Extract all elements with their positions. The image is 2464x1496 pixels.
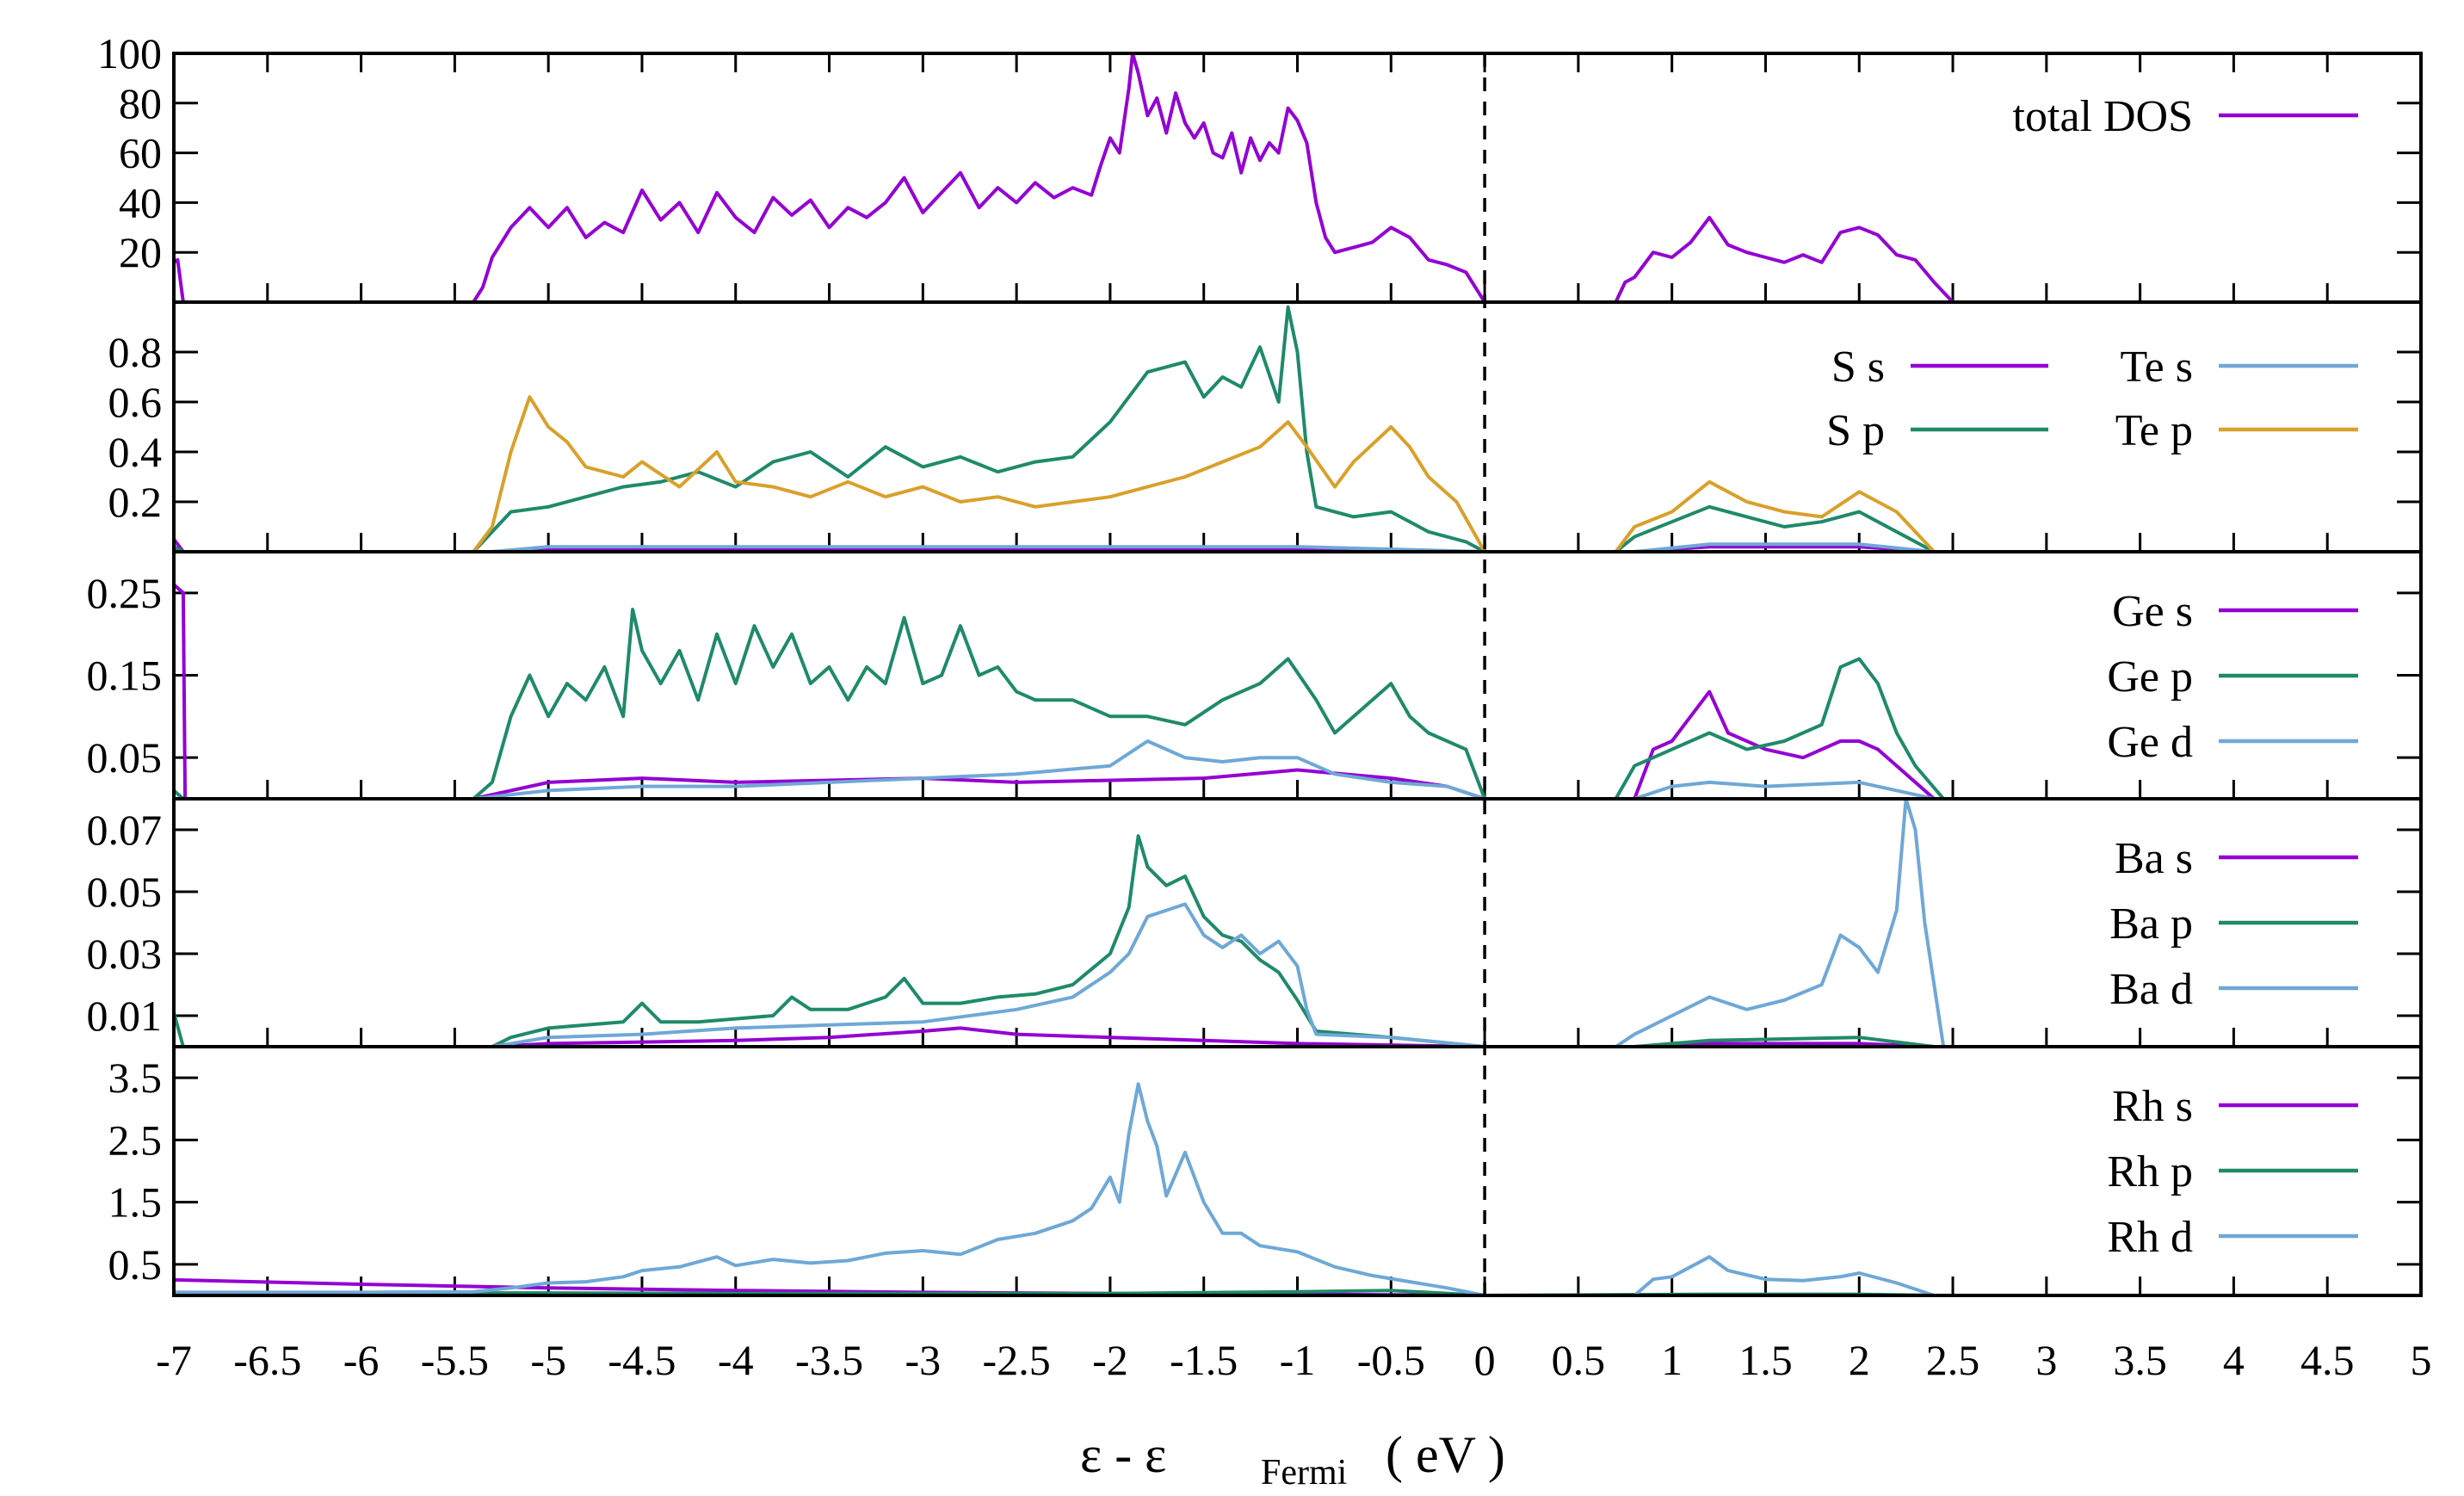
x-tick-label: -6 (343, 1336, 380, 1384)
y-tick-label: 0.05 (87, 733, 163, 782)
series-te-s (174, 542, 1935, 552)
y-tick-label: 0.5 (108, 1240, 163, 1289)
x-tick-label: -0.5 (1357, 1336, 1425, 1384)
legend: Rh s Rh p Rh d (2107, 1082, 2358, 1262)
y-tick-label: 0.2 (108, 478, 163, 526)
y-tick-label: 0.03 (87, 930, 163, 978)
panel-frame (172, 797, 2423, 1048)
x-axis-label-main: ε - ε (1080, 1426, 1166, 1483)
y-tick-label: 0.25 (87, 569, 163, 617)
panel-frame (172, 1045, 2423, 1297)
y-tick-label: 0.8 (108, 328, 163, 376)
legend-label: Te s (2121, 343, 2193, 392)
y-tick-label: 0.01 (87, 992, 163, 1040)
series-ba-d (174, 799, 1946, 1047)
legend-label: Ge d (2107, 718, 2193, 767)
x-tick-label: -1.5 (1170, 1336, 1238, 1384)
panel-5: 0.5 1.5 2.5 3.5 Rh s Rh p Rh d (108, 1045, 2423, 1297)
panel-4: 0.01 0.03 0.05 0.07 Ba s Ba p Ba d (87, 797, 2423, 1048)
x-tick-label: -1 (1280, 1336, 1316, 1384)
series-te-p (174, 395, 1936, 552)
y-tick-label: 100 (97, 29, 162, 77)
legend-label: Ge s (2112, 587, 2193, 636)
x-tick-label: 3 (2035, 1336, 2057, 1384)
series-ge-d (174, 739, 1935, 799)
legend-label: Ge p (2107, 652, 2193, 702)
series-rh-d (174, 1082, 1935, 1295)
x-tick-label: -4 (718, 1336, 754, 1384)
y-tick-label: 0.6 (108, 378, 163, 426)
x-tick-label: -3 (905, 1336, 942, 1384)
x-tick-label: -5.5 (421, 1336, 489, 1384)
y-tick-label: 3.5 (108, 1054, 163, 1102)
panel-2: 0.20.40.60.8 S s S p Te s Te p (108, 300, 2423, 553)
y-tick-label: 40 (119, 178, 162, 226)
x-tick-label: 1.5 (1738, 1336, 1793, 1384)
legend-label: Ba s (2115, 834, 2193, 883)
y-tick-label: 0.4 (108, 428, 163, 476)
panel-3: 0.05 0.15 0.25 Ge s Ge p Ge d (87, 550, 2423, 801)
y-tick-label: 60 (119, 129, 162, 177)
x-axis-ticks: -7 -6.5 -6 -5.5 -5 -4.5 -4 -3.5 -3 -2.5 -2 -1.5 -1 -0… (156, 1336, 2431, 1384)
legend-label: S s (1831, 343, 1885, 392)
legend-label: Rh s (2112, 1082, 2193, 1131)
series-ba-p (174, 834, 1935, 1047)
legend-label: Te p (2115, 406, 2193, 455)
series-ge-p (174, 608, 1945, 799)
legend-label: Rh p (2107, 1147, 2193, 1196)
y-tick-label: 1.5 (108, 1178, 163, 1227)
x-tick-label: -2 (1092, 1336, 1128, 1384)
panel-frame (172, 300, 2423, 553)
panel-frame (172, 52, 2423, 304)
series-ge-s (174, 583, 1936, 799)
x-tick-label: 0 (1474, 1336, 1496, 1384)
series-s-p (174, 305, 1936, 552)
legend: total DOS (2013, 92, 2358, 141)
x-tick-label: 1 (1661, 1336, 1683, 1384)
series-total-dos (174, 53, 1955, 302)
legend-label: Ba p (2109, 899, 2193, 949)
x-tick-label: -6.5 (233, 1336, 301, 1384)
legend: Ge s Ge p Ge d (2107, 587, 2358, 767)
legend: S s S p Te s Te p (1826, 343, 2358, 455)
legend-label: Rh d (2107, 1213, 2193, 1262)
y-tick-label: 2.5 (108, 1116, 163, 1164)
x-tick-label: 5 (2411, 1336, 2432, 1384)
x-tick-label: -2.5 (983, 1336, 1051, 1384)
x-tick-label: -5 (530, 1336, 566, 1384)
x-tick-label: 4 (2223, 1336, 2245, 1384)
y-tick-label: 0.05 (87, 868, 163, 916)
x-tick-label: -3.5 (795, 1336, 863, 1384)
x-axis-label-subscript: Fermi (1261, 1453, 1347, 1493)
x-tick-label: -7 (156, 1336, 192, 1384)
y-tick-label: 20 (119, 228, 162, 276)
x-tick-label: 3.5 (2113, 1336, 2167, 1384)
series-s-s (174, 538, 1935, 552)
y-tick-label: 0.15 (87, 652, 163, 700)
x-tick-label: 0.5 (1552, 1336, 1606, 1384)
x-tick-label: 2 (1849, 1336, 1870, 1384)
legend-label: Ba d (2109, 965, 2193, 1014)
legend-label: S p (1826, 406, 1885, 455)
y-tick-label: 0.07 (87, 806, 163, 854)
y-tick-label: 80 (119, 79, 162, 127)
x-axis-label-unit: ( eV ) (1386, 1426, 1505, 1483)
x-tick-label: -4.5 (608, 1336, 676, 1384)
legend: Ba s Ba p Ba d (2109, 834, 2358, 1014)
legend-label: total DOS (2013, 92, 2193, 141)
x-tick-label: 2.5 (1926, 1336, 1980, 1384)
x-tick-label: 4.5 (2300, 1336, 2355, 1384)
